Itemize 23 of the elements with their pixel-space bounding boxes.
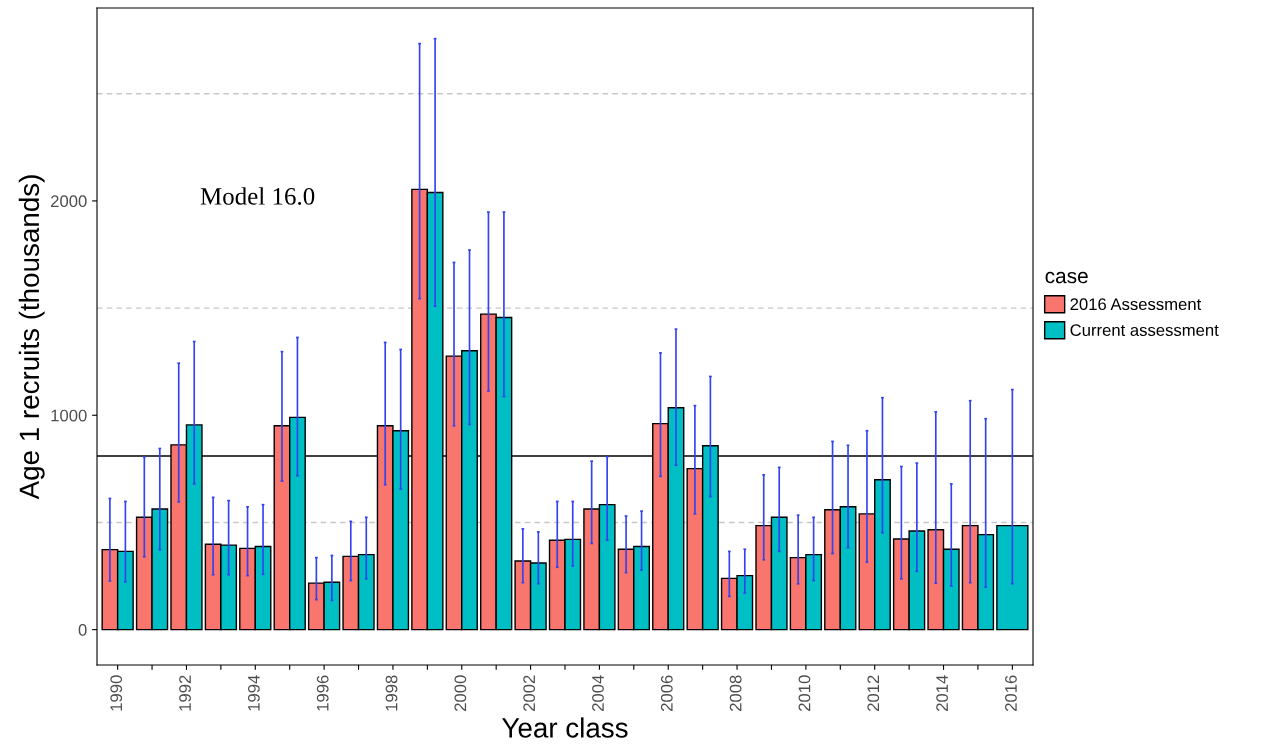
y-tick-label: 2000 (51, 195, 87, 208)
x-tick-label: 1998 (385, 675, 398, 711)
x-tick-label: 1990 (110, 675, 123, 711)
y-tick-label: 1000 (51, 409, 87, 422)
annotation: Model 16.0 (200, 187, 315, 205)
legend-label: 2016 Assessment (1070, 298, 1202, 311)
x-tick-label: 2000 (454, 675, 467, 711)
x-tick-label: 2006 (660, 675, 673, 711)
x-tick-label: 1996 (316, 675, 329, 711)
x-tick-label: 2016 (1005, 675, 1017, 711)
y-tick-label: 0 (78, 624, 87, 636)
y-axis-title: Age 1 recruits (thousands) (18, 175, 45, 500)
legend-label: Current assessment (1070, 324, 1219, 337)
x-tick-label: 1994 (247, 675, 260, 711)
legend-title: case (1045, 271, 1088, 284)
x-tick-label: 2008 (729, 675, 742, 711)
x-tick-label: 1992 (179, 675, 191, 711)
x-tick-label: 2004 (592, 675, 604, 711)
x-tick-label: 2010 (798, 675, 811, 711)
x-axis-title: Year class (502, 717, 628, 738)
x-tick-label: 2012 (867, 675, 880, 711)
x-tick-label: 2002 (523, 675, 536, 711)
x-tick-label: 2014 (936, 675, 948, 711)
